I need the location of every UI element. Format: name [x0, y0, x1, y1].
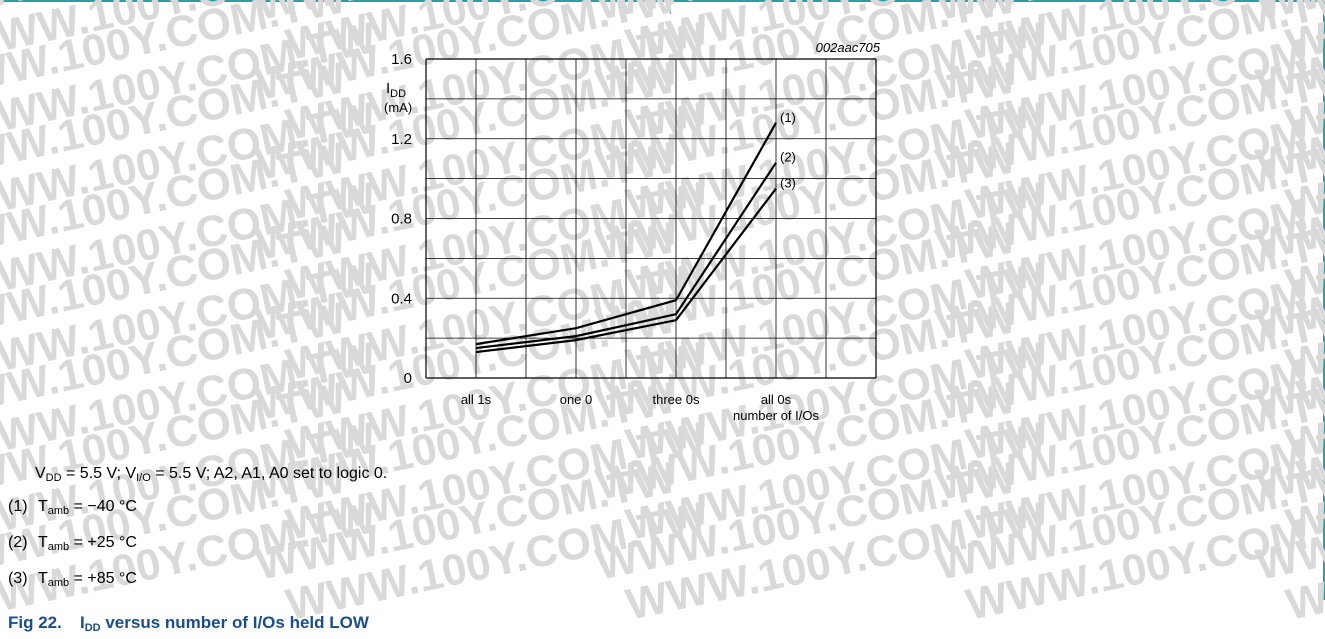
x-tick-label: one 0: [560, 392, 593, 407]
watermark-text: WWW.100Y.COM.TW: [962, 493, 1325, 630]
series-line: [475, 122, 777, 346]
y-tick-label: 1.2: [391, 131, 412, 148]
frame-top-border: [0, 0, 1325, 2]
series-line: [475, 162, 777, 350]
legend-item-3: (3) Tamb = +85 °C: [8, 570, 137, 589]
series-label: (3): [780, 176, 796, 191]
idd-chart: 0 0.4 0.8 1.2 1.6 IDD(mA) 002aac705 all 1s one 0…: [384, 40, 881, 423]
y-tick-label: 0: [404, 370, 412, 387]
series-label: (1): [780, 110, 796, 125]
y-tick-label: 0.4: [391, 290, 412, 307]
x-tick-label: all 0s: [761, 392, 792, 407]
figure-caption: Fig 22. IDD versus number of I/Os held LO…: [8, 613, 369, 634]
conditions-text: VDD = 5.5 V; VI/O = 5.5 V; A2, A1, A0 se…: [35, 465, 388, 484]
figure-code: 002aac705: [816, 40, 881, 55]
watermark-text: WWW.100Y.COM.TW: [1282, 493, 1325, 630]
watermark-text: WWW.100Y.COM.TW: [622, 493, 1051, 630]
legend-item-1: (1) Tamb = −40 °C: [8, 498, 137, 517]
y-tick-label: 1.6: [391, 51, 412, 68]
series-label: (2): [780, 150, 796, 165]
y-tick-label: 0.8: [391, 211, 412, 228]
x-tick-label: all 1s: [461, 392, 492, 407]
y-axis-label: IDD: [386, 80, 406, 100]
legend-item-2: (2) Tamb = +25 °C: [8, 534, 137, 553]
watermark-text: WWW.100Y.COM.TW: [592, 453, 1021, 590]
frame-divider-tick: [670, 0, 671, 14]
x-axis-label: number of I/Os: [733, 408, 819, 423]
watermark-text: WWW.100Y.COM.TW: [282, 493, 711, 630]
watermark-text: WWW.100Y.COM.TW: [932, 453, 1325, 590]
x-tick-label: three 0s: [653, 392, 700, 407]
watermark-text: WWW.100Y.COM.TW: [1252, 453, 1325, 590]
y-axis-unit: (mA): [384, 100, 412, 115]
series-line: [475, 187, 777, 354]
chart-grid: [425, 58, 877, 379]
frame-right-border: [1323, 0, 1325, 600]
